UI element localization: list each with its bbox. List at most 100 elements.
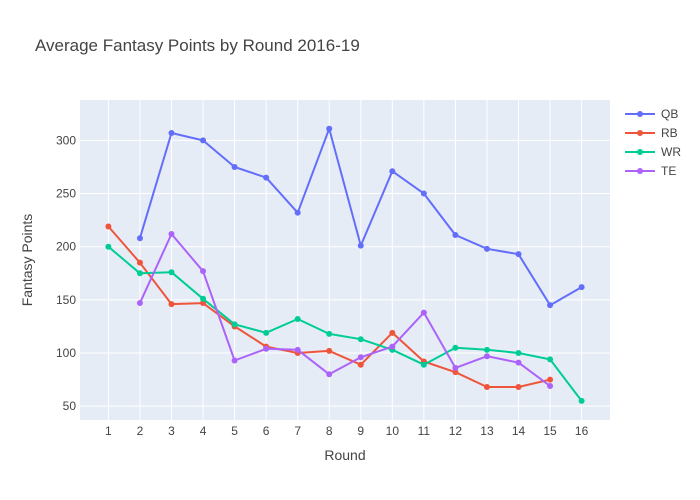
y-tick-label: 50 [63, 399, 77, 413]
x-tick-label: 14 [512, 424, 526, 438]
x-tick-label: 8 [326, 424, 333, 438]
legend-item-rb[interactable]: RB [625, 126, 678, 140]
data-point-qb [357, 242, 364, 249]
data-point-te [326, 371, 333, 378]
series-layer [105, 125, 585, 404]
y-tick-label: 250 [56, 187, 76, 201]
series-te [136, 230, 554, 389]
data-point-rb [200, 300, 207, 307]
data-point-te [483, 353, 490, 360]
data-point-qb [294, 209, 301, 216]
data-point-qb [136, 235, 143, 242]
data-point-qb [452, 232, 459, 239]
data-point-wr [357, 336, 364, 343]
y-axis-title: Fantasy Points [19, 214, 35, 307]
legend-label-qb: QB [661, 107, 678, 121]
data-point-wr [294, 316, 301, 323]
data-point-te [452, 364, 459, 371]
legend-label-te: TE [661, 164, 676, 178]
x-tick-label: 11 [418, 424, 431, 438]
data-point-wr [231, 321, 238, 328]
legend-item-wr[interactable]: WR [625, 145, 681, 159]
data-point-wr [326, 330, 333, 337]
legend-label-rb: RB [661, 126, 678, 140]
data-point-rb [452, 369, 459, 376]
x-tick-label: 10 [386, 424, 400, 438]
x-tick-label: 6 [263, 424, 270, 438]
series-qb [136, 125, 585, 309]
data-point-te [420, 309, 427, 316]
y-axis-ticks: 50 100 150 200 250 300 [56, 133, 76, 413]
series-line-wr [107, 245, 583, 402]
data-point-rb [105, 223, 112, 230]
data-point-rb [389, 329, 396, 336]
legend-marker-te [637, 168, 643, 174]
data-point-qb [200, 137, 207, 144]
x-tick-label: 7 [294, 424, 301, 438]
data-point-te [547, 382, 554, 389]
data-point-rb [515, 384, 522, 391]
x-tick-label: 1 [105, 424, 112, 438]
data-point-wr [420, 361, 427, 368]
data-point-qb [578, 284, 585, 291]
legend-item-te[interactable]: TE [625, 164, 676, 178]
data-point-qb [420, 190, 427, 197]
data-point-qb [515, 251, 522, 258]
x-axis-ticks: 1 2 3 4 5 6 7 8 9 10 11 12 13 14 15 16 [105, 424, 589, 438]
data-point-rb [547, 376, 554, 383]
y-tick-label: 300 [56, 133, 76, 147]
data-point-wr [483, 346, 490, 353]
data-point-te [168, 230, 175, 237]
data-point-te [515, 359, 522, 366]
data-point-wr [263, 329, 270, 336]
x-tick-label: 2 [137, 424, 144, 438]
y-tick-label: 100 [56, 346, 76, 360]
data-point-te [200, 268, 207, 275]
data-point-qb [231, 163, 238, 170]
chart-title: Average Fantasy Points by Round 2016-19 [35, 36, 360, 55]
data-point-qb [389, 168, 396, 175]
x-tick-label: 16 [575, 424, 589, 438]
data-point-wr [168, 269, 175, 276]
data-point-te [389, 343, 396, 350]
data-point-wr [136, 270, 143, 277]
data-point-rb [483, 384, 490, 391]
data-point-rb [357, 361, 364, 368]
data-point-wr [200, 295, 207, 302]
data-point-rb [168, 301, 175, 308]
data-point-wr [547, 356, 554, 363]
data-point-te [357, 354, 364, 361]
x-tick-label: 13 [480, 424, 494, 438]
legend-marker-wr [637, 149, 643, 155]
data-point-rb [326, 347, 333, 354]
data-point-wr [515, 350, 522, 357]
x-tick-label: 4 [200, 424, 207, 438]
legend-item-qb[interactable]: QB [625, 107, 678, 121]
data-point-qb [263, 174, 270, 181]
series-wr [105, 243, 585, 404]
x-tick-label: 15 [543, 424, 557, 438]
legend: QB RB WR TE [625, 107, 681, 178]
data-point-qb [547, 302, 554, 309]
data-point-te [136, 300, 143, 307]
data-point-qb [168, 129, 175, 136]
legend-marker-qb [637, 111, 643, 117]
x-tick-label: 5 [231, 424, 238, 438]
data-point-qb [483, 245, 490, 252]
data-point-wr [452, 344, 459, 351]
series-rb [105, 223, 554, 391]
data-point-rb [136, 259, 143, 266]
gridlines [80, 100, 610, 420]
data-point-wr [578, 397, 585, 404]
series-line-te [138, 233, 551, 387]
legend-marker-rb [637, 130, 643, 136]
data-point-te [231, 357, 238, 364]
y-tick-label: 200 [56, 240, 76, 254]
data-point-te [294, 346, 301, 353]
x-axis-title: Round [324, 447, 365, 463]
data-point-qb [326, 125, 333, 132]
y-tick-label: 150 [56, 293, 76, 307]
legend-label-wr: WR [661, 145, 681, 159]
x-tick-label: 3 [168, 424, 175, 438]
